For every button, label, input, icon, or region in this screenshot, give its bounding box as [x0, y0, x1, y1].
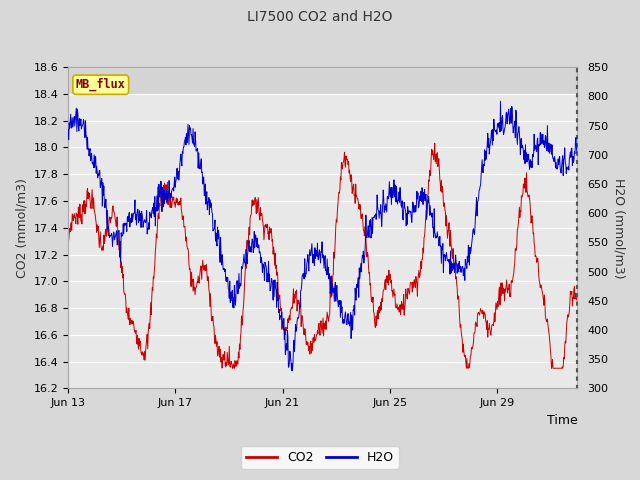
- Text: MB_flux: MB_flux: [76, 78, 125, 91]
- X-axis label: Time: Time: [547, 414, 577, 427]
- Text: LI7500 CO2 and H2O: LI7500 CO2 and H2O: [247, 10, 393, 24]
- Y-axis label: CO2 (mmol/m3): CO2 (mmol/m3): [15, 178, 28, 278]
- Bar: [68, 54, 577, 94]
- Y-axis label: H2O (mmol/m3): H2O (mmol/m3): [612, 178, 625, 278]
- Legend: CO2, H2O: CO2, H2O: [241, 446, 399, 469]
